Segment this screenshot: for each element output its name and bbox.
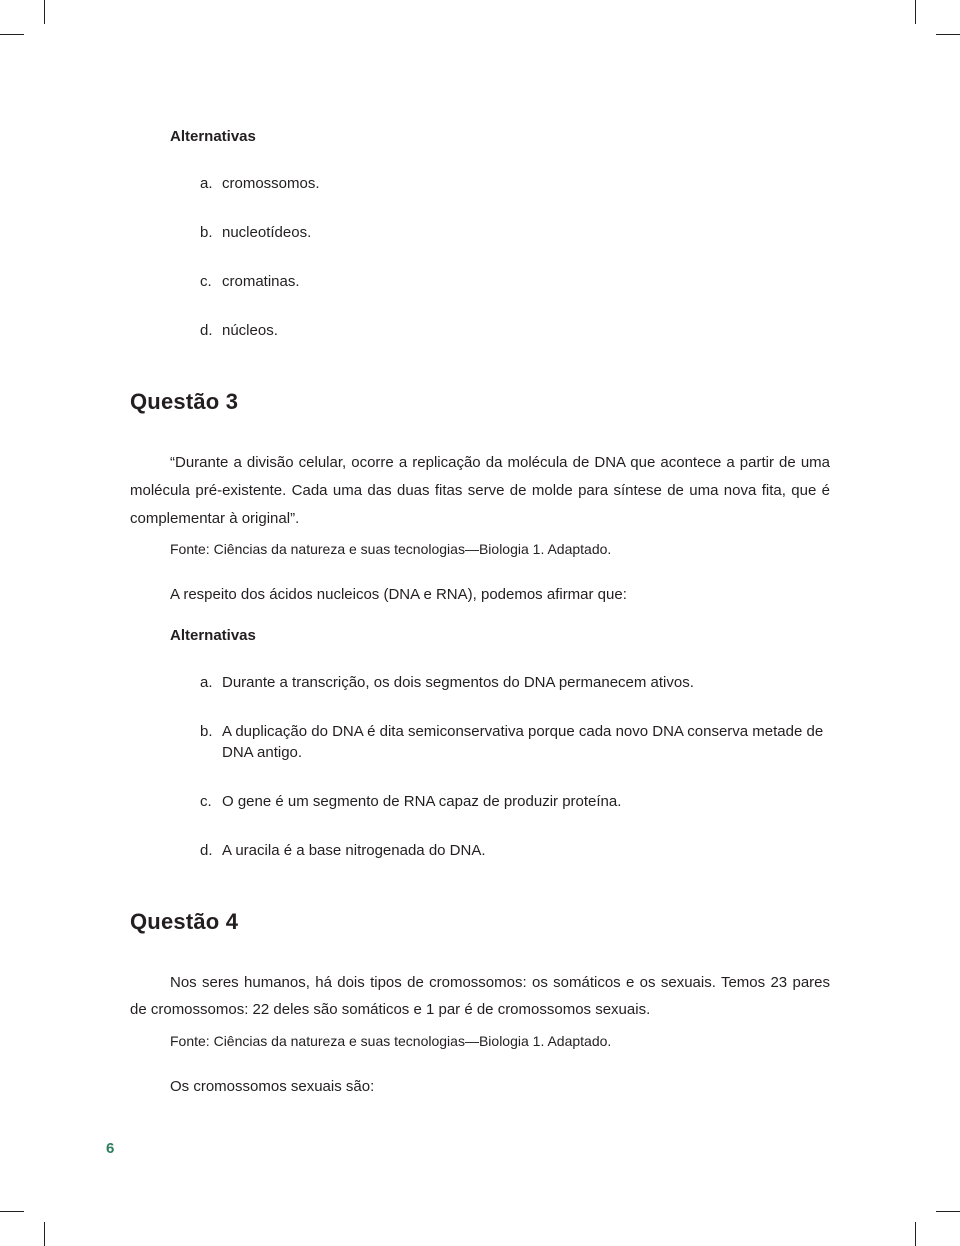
question-3-stem: A respeito dos ácidos nucleicos (DNA e R…: [170, 583, 830, 607]
alternative-text: A uracila é a base nitrogenada do DNA.: [222, 840, 830, 861]
page-number: 6: [106, 1140, 114, 1157]
question-4-source: Fonte: Ciências da natureza e suas tecno…: [170, 1030, 830, 1052]
q2-alternatives-list: a. cromossomos. b. nucleotídeos. c. crom…: [200, 173, 830, 341]
alternative-letter: d.: [200, 320, 222, 341]
crop-mark: [936, 34, 960, 35]
crop-mark: [0, 34, 24, 35]
alternative-text: cromatinas.: [222, 271, 830, 292]
crop-mark: [915, 1222, 916, 1246]
crop-mark: [936, 1211, 960, 1212]
question-4-heading: Questão 4: [130, 909, 830, 935]
question-4-stem: Os cromossomos sexuais são:: [170, 1075, 830, 1099]
page-content: Alternativas a. cromossomos. b. nucleotí…: [130, 128, 830, 1119]
alternative-text: núcleos.: [222, 320, 830, 341]
alternative-item: c. cromatinas.: [200, 271, 830, 292]
alternative-letter: b.: [200, 222, 222, 243]
alternative-text: cromossomos.: [222, 173, 830, 194]
alternative-text: O gene é um segmento de RNA capaz de pro…: [222, 791, 830, 812]
alternative-item: d. núcleos.: [200, 320, 830, 341]
question-3-source: Fonte: Ciências da natureza e suas tecno…: [170, 538, 830, 560]
alternative-item: a. cromossomos.: [200, 173, 830, 194]
crop-mark: [44, 1222, 45, 1246]
alternative-item: b. A duplicação do DNA é dita semiconser…: [200, 721, 830, 763]
alternative-text: Durante a transcrição, os dois segmentos…: [222, 672, 830, 693]
alternative-text: A duplicação do DNA é dita semiconservat…: [222, 721, 830, 763]
q3-alternatives-list: a. Durante a transcrição, os dois segmen…: [200, 672, 830, 861]
alternative-letter: c.: [200, 271, 222, 292]
alternative-item: d. A uracila é a base nitrogenada do DNA…: [200, 840, 830, 861]
question-3-heading: Questão 3: [130, 389, 830, 415]
alternative-letter: c.: [200, 791, 222, 812]
question-4-body: Nos seres humanos, há dois tipos de crom…: [130, 969, 830, 1025]
alternative-letter: a.: [200, 672, 222, 693]
crop-mark: [915, 0, 916, 24]
q2-alternatives-heading: Alternativas: [170, 128, 830, 145]
alternative-letter: b.: [200, 721, 222, 763]
alternative-text: nucleotídeos.: [222, 222, 830, 243]
alternative-item: b. nucleotídeos.: [200, 222, 830, 243]
alternative-letter: a.: [200, 173, 222, 194]
q3-alternatives-heading: Alternativas: [170, 627, 830, 644]
alternative-item: c. O gene é um segmento de RNA capaz de …: [200, 791, 830, 812]
alternative-item: a. Durante a transcrição, os dois segmen…: [200, 672, 830, 693]
crop-mark: [44, 0, 45, 24]
crop-mark: [0, 1211, 24, 1212]
question-3-body: “Durante a divisão celular, ocorre a rep…: [130, 449, 830, 532]
alternative-letter: d.: [200, 840, 222, 861]
